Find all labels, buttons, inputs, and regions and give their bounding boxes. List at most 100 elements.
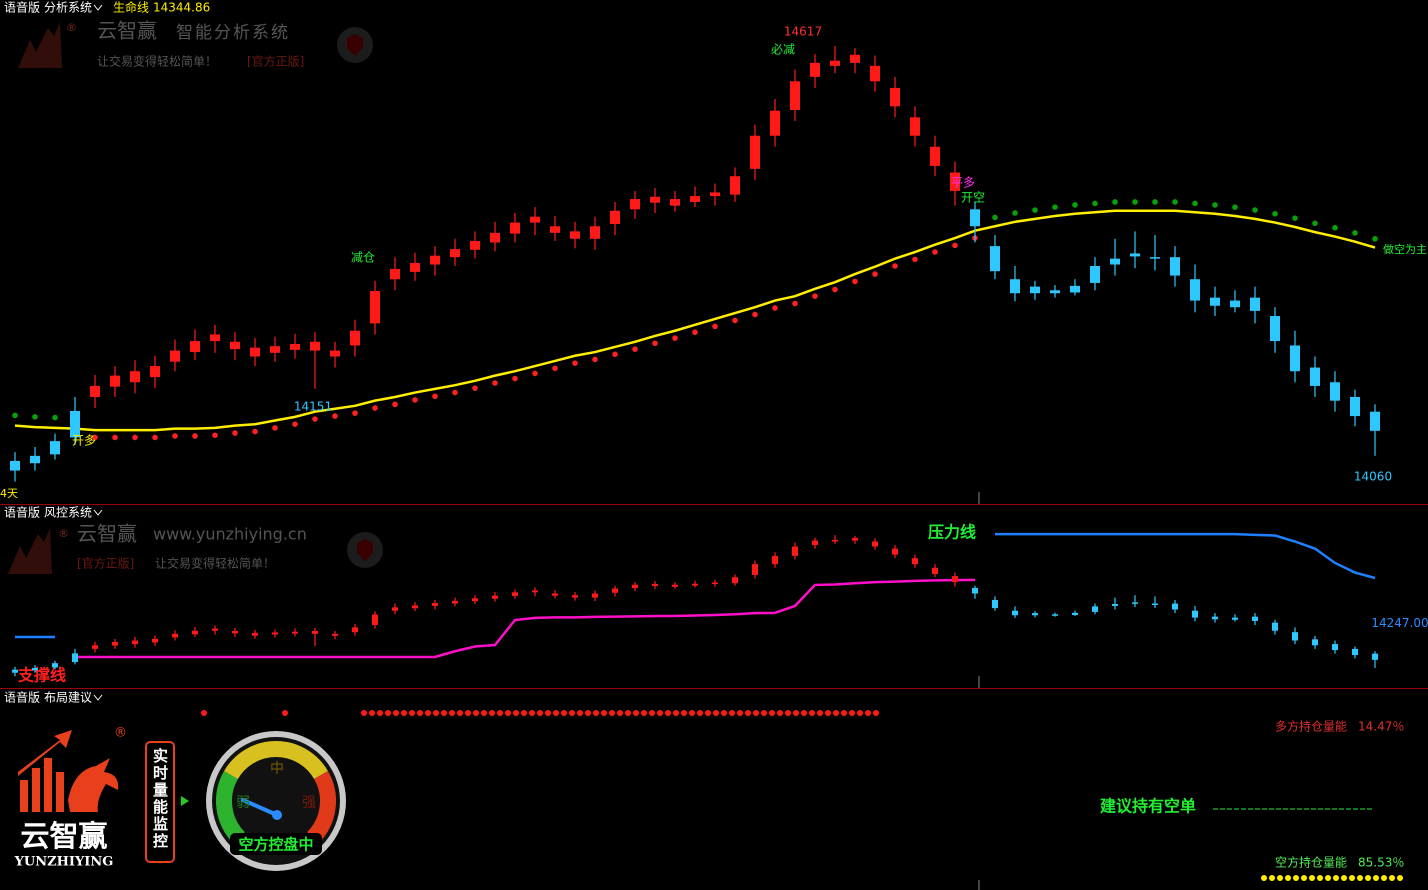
signal-dot xyxy=(1285,875,1291,881)
candle-body xyxy=(572,595,578,598)
logo-latin: YUNZHIYING xyxy=(14,855,114,870)
candle-body xyxy=(890,87,900,107)
candle-body xyxy=(1030,286,1040,294)
indicator-name: 生命线 xyxy=(113,0,149,15)
stop-dot xyxy=(52,414,58,421)
candle-body xyxy=(1290,345,1300,372)
signal-dot xyxy=(529,710,535,716)
signal-dot xyxy=(1397,875,1403,881)
candle-body xyxy=(950,172,960,191)
signal-dot xyxy=(282,710,288,716)
signal-dot xyxy=(1325,875,1331,881)
stop-dot xyxy=(232,430,238,436)
system-menu[interactable]: 布局建议 xyxy=(44,691,92,705)
candle-body xyxy=(1370,411,1380,431)
stop-dot xyxy=(1132,199,1138,205)
stop-dot xyxy=(152,434,158,441)
system-menu[interactable]: 风控系统 xyxy=(44,506,92,520)
stop-dot xyxy=(1052,204,1058,210)
candle-body xyxy=(1050,290,1060,294)
candle-body xyxy=(752,564,758,575)
candle-body xyxy=(1132,602,1138,604)
candle-body xyxy=(872,541,878,547)
candle-body xyxy=(1152,603,1158,606)
candle-body xyxy=(852,537,858,541)
candle-body xyxy=(212,628,218,631)
candle-body xyxy=(712,582,718,585)
stop-dot xyxy=(392,401,398,408)
candle-body xyxy=(1332,644,1338,651)
stop-dot xyxy=(252,428,258,435)
signal-dot xyxy=(513,710,519,716)
edition[interactable]: 语音版 xyxy=(4,505,40,520)
signal-dot xyxy=(481,710,487,716)
candle-body xyxy=(50,441,60,455)
stop-dot xyxy=(432,393,438,400)
stop-dot xyxy=(1172,199,1178,205)
candle-body xyxy=(132,640,138,645)
candle-body xyxy=(630,199,640,210)
stop-dot xyxy=(772,305,778,311)
candle-body xyxy=(792,546,798,556)
chevron xyxy=(93,694,103,701)
arrow xyxy=(181,796,189,806)
logo-icon xyxy=(18,730,119,812)
watermark xyxy=(18,22,373,68)
candle-body xyxy=(930,146,940,166)
signal-dot xyxy=(609,710,615,716)
price-label: 14060 xyxy=(1354,469,1392,483)
life-line xyxy=(14,209,1376,432)
candle-body xyxy=(710,192,720,197)
candle-body xyxy=(330,350,340,357)
signal-dot xyxy=(601,710,607,716)
candle-body xyxy=(30,455,40,464)
candle-body xyxy=(210,334,220,342)
gauge-weak: 弱 xyxy=(236,795,250,811)
candle-body xyxy=(612,588,618,593)
suggestion: 建议持有空单 xyxy=(1100,797,1196,816)
stop-dot xyxy=(1372,235,1378,242)
signal-dot xyxy=(729,710,735,716)
signal-dot xyxy=(833,710,839,716)
stop-dot xyxy=(332,413,338,419)
candle-body xyxy=(910,117,920,136)
watermark-official: [官方正版] xyxy=(247,54,304,69)
signal-dot xyxy=(1277,875,1283,881)
candle-body xyxy=(252,632,258,636)
stop-dot xyxy=(672,335,678,341)
stop-dot xyxy=(952,242,958,249)
stop-dot xyxy=(512,375,518,382)
stop-dot xyxy=(892,263,898,269)
candle-body xyxy=(850,54,860,63)
signal-dot xyxy=(649,710,655,716)
candle-body xyxy=(370,291,380,324)
edition[interactable]: 语音版 xyxy=(4,690,40,705)
candle-body xyxy=(1330,382,1340,401)
signal-label: 做空为主 xyxy=(1383,242,1427,256)
candle-body xyxy=(1270,316,1280,342)
signal-dot xyxy=(785,710,791,716)
candle-body xyxy=(652,583,658,586)
stop-dot xyxy=(572,360,578,366)
candle-body xyxy=(1312,639,1318,646)
candle-body xyxy=(1090,265,1100,283)
stop-dot xyxy=(552,365,558,372)
stop-dot xyxy=(172,433,178,439)
candle-body xyxy=(1032,613,1038,616)
signal-dot xyxy=(1301,875,1307,881)
signal-label: 4天 xyxy=(0,487,18,500)
watermark-official: [官方正版] xyxy=(77,556,134,571)
signal-dot xyxy=(673,710,679,716)
candle-body xyxy=(232,630,238,634)
monitor-label: 实时量能监控 xyxy=(151,747,169,850)
signal-dot xyxy=(793,710,799,716)
pressure-label: 压力线 xyxy=(928,523,976,542)
stop-dot xyxy=(1012,210,1018,216)
edition[interactable]: 语音版 xyxy=(4,0,40,15)
signal-dot xyxy=(425,710,431,716)
candle-body xyxy=(112,641,118,646)
candle-body xyxy=(152,638,158,643)
system-menu[interactable]: 分析系统 xyxy=(44,1,92,15)
candle-body xyxy=(52,663,58,668)
